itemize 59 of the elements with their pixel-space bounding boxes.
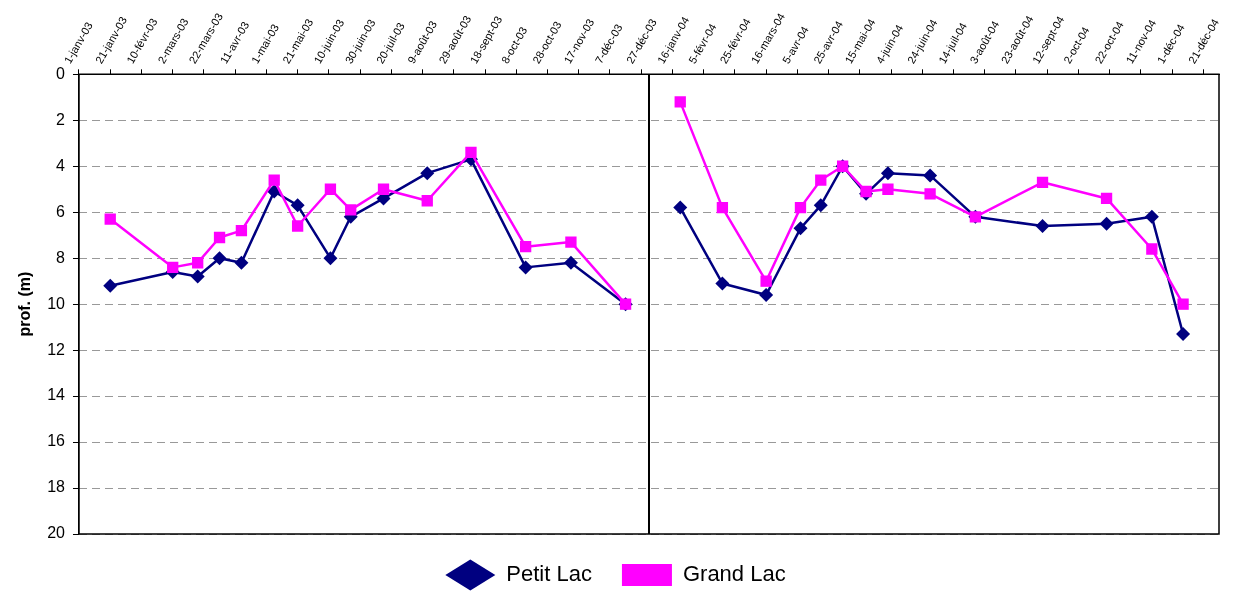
legend-label: Petit Lac [506, 561, 592, 587]
point [759, 287, 774, 302]
point [1144, 209, 1159, 224]
y-tick-label: 20 [47, 524, 66, 542]
point [1099, 216, 1114, 231]
y-tick-label: 12 [47, 340, 66, 358]
point [813, 198, 828, 213]
point [377, 183, 390, 195]
point [1176, 327, 1191, 342]
point [291, 220, 304, 232]
point [192, 257, 204, 269]
point [290, 198, 305, 213]
legend-label: Grand Lac [682, 561, 786, 587]
point [213, 231, 226, 244]
y-axis-title: prof. (m) [16, 271, 34, 337]
point [815, 174, 827, 186]
point [794, 201, 807, 214]
point [923, 168, 938, 183]
point [715, 276, 730, 291]
point [1146, 243, 1158, 255]
point [760, 275, 772, 287]
y-tick-label: 6 [56, 202, 66, 220]
point [716, 201, 729, 214]
y-tick-label: 16 [47, 432, 66, 450]
point [793, 221, 808, 236]
y-tick-label: 8 [56, 248, 66, 266]
point [565, 236, 577, 248]
point [167, 261, 179, 274]
point [465, 146, 477, 159]
point [104, 213, 116, 225]
y-tick-label: 0 [56, 64, 66, 82]
y-tick-label: 18 [47, 478, 66, 496]
y-tick-label: 2 [56, 110, 66, 128]
point [563, 255, 578, 270]
point [1100, 192, 1113, 205]
y-tick-label: 4 [56, 156, 66, 174]
point [190, 269, 205, 284]
y-tick-label: 10 [47, 294, 66, 312]
point [674, 96, 686, 108]
point [234, 255, 249, 270]
point [235, 224, 248, 237]
point [1177, 298, 1189, 310]
point [212, 251, 227, 266]
point [324, 183, 337, 195]
point [518, 260, 533, 275]
point [421, 195, 433, 207]
y-tick-label: 14 [47, 386, 66, 404]
point [924, 188, 936, 200]
point [345, 204, 357, 216]
point [1036, 176, 1049, 188]
point [882, 183, 894, 195]
point [880, 166, 895, 181]
point [1035, 219, 1050, 234]
point [519, 241, 532, 253]
point [103, 278, 118, 293]
point [268, 174, 280, 186]
point [323, 251, 338, 266]
point [420, 166, 435, 181]
point [673, 200, 688, 215]
